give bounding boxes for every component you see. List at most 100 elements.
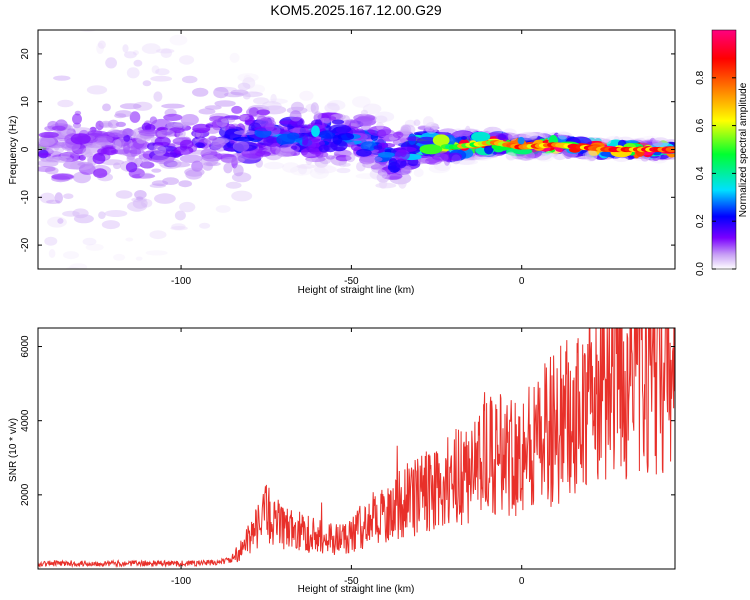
heatmap-cell xyxy=(125,162,138,173)
heatmap-cell xyxy=(416,136,437,145)
heatmap-cell xyxy=(126,67,140,79)
heatmap-cell xyxy=(140,198,153,208)
heatmap-cell xyxy=(557,130,568,140)
heatmap-cell xyxy=(62,210,80,217)
heatmap-cell xyxy=(134,190,147,199)
heatmap-cell xyxy=(132,50,139,56)
heatmap-cell xyxy=(133,140,150,150)
heatmap-cell xyxy=(73,214,94,224)
heatmap-cell xyxy=(51,173,74,180)
heatmap-cell xyxy=(400,165,412,175)
heatmap-cell xyxy=(309,167,329,180)
heatmap-cell xyxy=(327,102,339,107)
heatmap-cell xyxy=(192,87,209,97)
colorbar: 0.0 0.2 0.4 0.6 0.8 Normalized spectral ampl… xyxy=(695,29,749,276)
heatmap-cell xyxy=(378,178,388,189)
heatmap-cell xyxy=(448,152,463,161)
spectrogram-y-tick-label: -20 xyxy=(20,237,31,252)
heatmap-cell xyxy=(318,144,329,153)
heatmap-cell xyxy=(261,101,282,111)
heatmap-cell xyxy=(100,120,112,127)
heatmap-cell xyxy=(314,165,326,175)
heatmap-cell xyxy=(60,152,71,159)
heatmap-cell xyxy=(123,141,130,154)
heatmap-cell xyxy=(270,93,277,103)
heatmap-cell xyxy=(156,48,175,54)
heatmap-cell xyxy=(97,148,108,155)
heatmap-cell xyxy=(208,135,218,141)
heatmap-cell xyxy=(234,130,257,136)
spectrogram-x-ticks: -100 -50 0 xyxy=(171,30,525,287)
heatmap-cell xyxy=(388,158,398,166)
colorbar-gradient xyxy=(711,29,737,270)
heatmap-cell xyxy=(202,161,213,171)
heatmap-cell xyxy=(229,52,240,63)
colorbar-label: Normalized spectral amplitude xyxy=(738,82,749,217)
heatmap-cell xyxy=(95,135,114,143)
heatmap-cell xyxy=(221,156,245,164)
heatmap-cell xyxy=(232,141,250,152)
heatmap-cell xyxy=(136,196,144,201)
heatmap-cell xyxy=(86,85,108,95)
heatmap-cell xyxy=(313,165,337,174)
heatmap-cell xyxy=(197,142,206,148)
heatmap-cell xyxy=(325,155,335,160)
heatmap-cell xyxy=(302,135,309,146)
heatmap-cell xyxy=(173,146,194,155)
heatmap-cell xyxy=(113,253,126,261)
heatmap-cell xyxy=(127,201,147,212)
heatmap-cell xyxy=(354,117,373,126)
heatmap-cell xyxy=(57,99,74,108)
heatmap-cell xyxy=(231,190,253,202)
heatmap-cell xyxy=(150,75,173,82)
heatmap-cell xyxy=(92,153,106,165)
heatmap-cell xyxy=(413,119,421,126)
heatmap-cell xyxy=(238,115,250,121)
heatmap-cell xyxy=(169,34,188,46)
heatmap-cell xyxy=(584,149,598,162)
heatmap-cell xyxy=(260,117,271,122)
heatmap-cell xyxy=(122,44,129,53)
heatmap-cell xyxy=(461,136,467,140)
heatmap-cell xyxy=(360,109,368,116)
heatmap-cell xyxy=(505,152,516,160)
heatmap-cell xyxy=(142,80,152,87)
colorbar-tick-label: 0.4 xyxy=(695,166,706,180)
heatmap-cell xyxy=(296,164,317,169)
heatmap-cell xyxy=(253,97,269,105)
heatmap-cell xyxy=(54,192,63,204)
heatmap-cell xyxy=(141,43,161,54)
heatmap-cell xyxy=(38,159,59,168)
heatmap-cell xyxy=(473,156,492,161)
heatmap-cell xyxy=(133,59,143,67)
heatmap-cell xyxy=(233,164,244,177)
heatmap-cell xyxy=(69,263,88,269)
spectrogram-y-ticks: -20 -10 0 10 20 xyxy=(20,48,675,252)
snr-y-tick-label: 6000 xyxy=(20,335,31,358)
snr-panel: -100 -50 0 2000 4000 6000 Height of straight… xyxy=(8,327,676,595)
spectrogram-y-tick-label: 0 xyxy=(20,146,31,152)
heatmap-cell xyxy=(413,168,424,178)
spectrogram-y-label: Frequency (Hz) xyxy=(8,116,19,185)
heatmap-cell xyxy=(323,118,331,124)
heatmap-cell xyxy=(406,136,421,142)
heatmap-cell xyxy=(149,230,167,240)
heatmap-cell xyxy=(267,98,288,105)
heatmap-cell xyxy=(301,147,322,159)
heatmap-cell xyxy=(153,145,167,156)
heatmap-cell xyxy=(275,146,295,158)
heatmap-cell xyxy=(404,119,416,128)
heatmap-cell xyxy=(107,130,128,138)
heatmap-cell xyxy=(452,131,472,137)
heatmap-cell xyxy=(213,87,229,99)
heatmap-cell xyxy=(282,162,300,173)
heatmap-cell xyxy=(138,129,163,137)
heatmap-cell xyxy=(87,142,106,149)
heatmap-cell xyxy=(517,136,525,145)
heatmap-cell xyxy=(433,153,449,162)
heatmap-cell xyxy=(305,158,313,165)
heatmap-cell xyxy=(419,144,443,155)
heatmap-cell xyxy=(101,159,125,166)
heatmap-cell xyxy=(360,141,377,152)
